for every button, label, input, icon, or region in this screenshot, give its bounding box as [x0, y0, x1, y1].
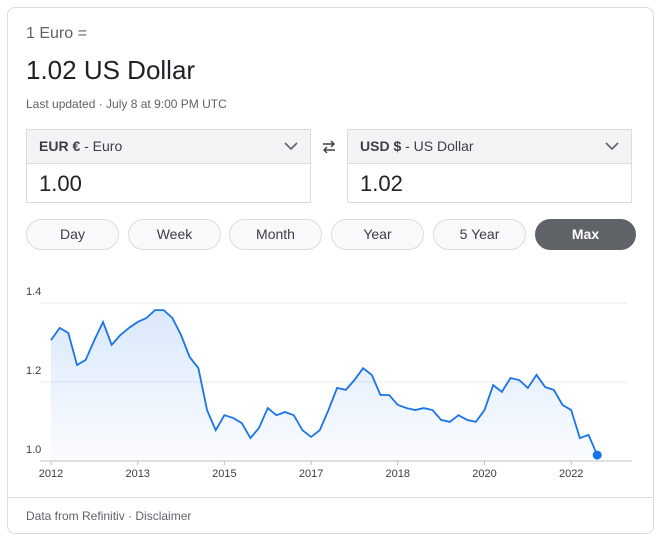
from-box: EUR € - Euro 1.00 — [26, 129, 311, 203]
chevron — [605, 142, 619, 151]
updated: Last updated · July 8 at 9:00 PM UTC — [26, 97, 227, 111]
amount-input[interactable]: 1.00 — [39, 171, 82, 196]
x-tick-label: 2018 — [386, 468, 410, 480]
amount-input[interactable]: 1.02 — [360, 171, 403, 196]
footer: Data from Refinitiv · Disclaimer — [26, 509, 191, 523]
x-tick-label: 2020 — [472, 468, 496, 480]
range-button[interactable]: Max — [535, 219, 636, 250]
result: 1.02 US Dollar — [26, 55, 196, 85]
card — [7, 7, 654, 534]
range-button[interactable]: Week — [128, 219, 221, 250]
separator: · — [124, 509, 136, 523]
swap-icon[interactable] — [321, 139, 337, 155]
to-select[interactable]: USD $ - US Dollar — [348, 130, 631, 164]
chart: 1.0 1.2 1.4 2012 2013 2015 2017 2018 2020 2022 — [26, 286, 632, 480]
chevron — [284, 142, 298, 151]
from-label: 1 Euro = — [26, 25, 87, 42]
y-tick-label: 1.2 — [26, 365, 41, 377]
disclaimer[interactable]: Disclaimer — [135, 509, 192, 523]
from-select[interactable]: EUR € - Euro — [27, 130, 310, 164]
x-tick-label: 2012 — [39, 468, 63, 480]
x-tick-label: 2022 — [559, 468, 583, 480]
code: USD $ — [360, 138, 402, 154]
x-tick-label: 2013 — [125, 468, 149, 480]
range-button[interactable]: Day — [26, 219, 119, 250]
x-tick-label: 2017 — [299, 468, 323, 480]
end-point — [592, 450, 602, 460]
y-tick-label: 1.0 — [26, 444, 41, 456]
code: EUR € — [39, 138, 81, 154]
to-box: USD $ - US Dollar 1.02 — [347, 129, 632, 203]
x-tick-label: 2015 — [212, 468, 236, 480]
y-tick-label: 1.4 — [26, 286, 41, 298]
name: - US Dollar — [405, 138, 474, 154]
divider — [7, 497, 654, 498]
name: - Euro — [84, 138, 123, 154]
range-button[interactable]: 5 Year — [433, 219, 526, 250]
source[interactable]: Data from Refinitiv — [26, 509, 125, 523]
line — [50, 309, 599, 456]
area — [51, 310, 598, 461]
range-button[interactable]: Month — [229, 219, 322, 250]
range-button[interactable]: Year — [331, 219, 424, 250]
